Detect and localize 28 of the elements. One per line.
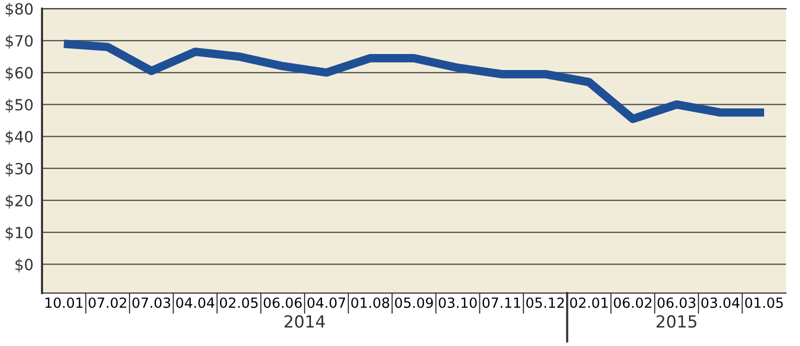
- y-tick-label: $60: [6, 66, 33, 81]
- x-tick-label: 06.02: [614, 297, 652, 308]
- x-tick-label: 02.01: [570, 297, 608, 308]
- y-tick-label: $50: [6, 98, 33, 113]
- x-tick-label: 03.04: [701, 297, 740, 308]
- text: 2015: [656, 315, 696, 328]
- y-tick-label: $20: [6, 194, 33, 208]
- x-tick-label: 05.12: [526, 297, 564, 308]
- x-tick-label: 03.10: [438, 297, 477, 308]
- y-tick-label: $70: [6, 34, 33, 49]
- y-tick-label: $0: [15, 258, 33, 272]
- x-tick-label: 04.07: [308, 297, 346, 308]
- x-tick-label: 06.03: [658, 297, 696, 308]
- y-tick-label: $40: [6, 130, 33, 145]
- x-tick-label: 10.01: [46, 297, 82, 308]
- x-tick-label: 01.08: [351, 297, 390, 308]
- x-tick-label: 02.05: [220, 297, 258, 308]
- x-tick-label: 05.09: [395, 297, 433, 308]
- y-tick-label: $80: [6, 2, 33, 17]
- text: 2014: [284, 315, 325, 328]
- y-tick-label: $10: [6, 226, 33, 240]
- x-tick-label: 01.05: [745, 297, 783, 308]
- x-tick-label: 07.03: [132, 297, 170, 308]
- x-tick-label: 07.02: [88, 297, 126, 308]
- x-tick-label: 07.11: [482, 297, 520, 308]
- x-tick-label: 06.06: [264, 297, 302, 308]
- x-tick-label: 04.04: [176, 297, 214, 308]
- y-tick-label: $30: [6, 162, 33, 176]
